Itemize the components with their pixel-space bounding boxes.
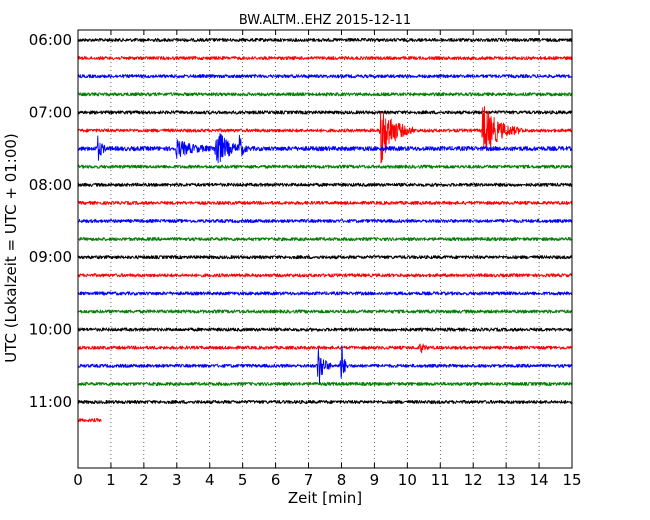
y-tick-label: 07:00	[29, 103, 72, 121]
x-tick-label: 6	[271, 471, 281, 489]
x-axis-ticks: 0 1 2 3 4 5 6 7 8 9 10 11 12 13 14 15	[73, 30, 582, 489]
trace-line	[77, 418, 102, 423]
y-tick-label: 09:00	[29, 248, 72, 266]
x-tick-label: 11	[431, 471, 450, 489]
trace-line	[77, 92, 573, 97]
x-tick-label: 0	[73, 471, 83, 489]
x-tick-label: 3	[172, 471, 182, 489]
x-tick-label: 10	[398, 471, 417, 489]
x-tick-label: 12	[464, 471, 483, 489]
y-tick-label: 08:00	[29, 176, 72, 194]
x-tick-label: 4	[205, 471, 215, 489]
trace-line	[77, 237, 573, 242]
trace-line	[77, 343, 573, 354]
y-tick-label: 06:00	[29, 31, 72, 49]
plot-frame	[77, 29, 573, 469]
x-tick-label: 7	[304, 471, 314, 489]
trace-line	[77, 182, 573, 187]
trace-line	[77, 273, 573, 278]
trace-line	[77, 133, 573, 164]
trace-line	[77, 110, 573, 115]
trace-line	[77, 309, 573, 314]
x-tick-label: 1	[106, 471, 116, 489]
y-axis-ticks: 06:00 07:00 08:00 09:00 10:00 11:00	[29, 31, 572, 411]
trace-line	[77, 105, 573, 164]
x-tick-label: 8	[337, 471, 347, 489]
x-tick-label: 13	[497, 471, 516, 489]
trace-line	[77, 37, 573, 43]
trace-line	[77, 381, 573, 386]
traces-group	[77, 37, 573, 423]
y-tick-label: 10:00	[29, 321, 72, 339]
chart-title: BW.ALTM..EHZ 2015-12-11	[239, 13, 411, 28]
trace-line	[77, 255, 573, 260]
trace-line	[77, 345, 573, 385]
trace-line	[77, 399, 573, 405]
trace-line	[77, 74, 573, 79]
y-tick-label: 11:00	[29, 393, 72, 411]
x-tick-label: 2	[139, 471, 149, 489]
x-axis-label: Zeit [min]	[288, 489, 362, 507]
trace-line	[77, 218, 573, 224]
trace-line	[77, 56, 573, 61]
x-tick-label: 9	[370, 471, 380, 489]
x-tick-label: 14	[530, 471, 549, 489]
y-axis-label: UTC (Lokalzeit = UTC + 01:00)	[2, 133, 20, 363]
trace-line	[77, 291, 573, 296]
trace-line	[77, 327, 573, 332]
x-tick-label: 15	[562, 471, 581, 489]
trace-line	[77, 164, 573, 169]
trace-line	[77, 200, 573, 205]
x-tick-label: 5	[238, 471, 248, 489]
